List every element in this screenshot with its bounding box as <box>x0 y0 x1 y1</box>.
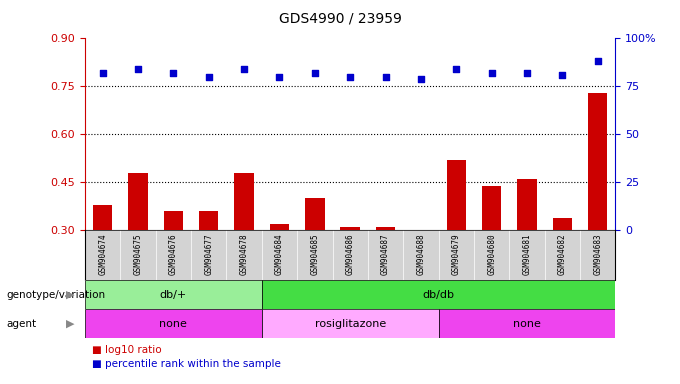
Bar <box>164 211 183 230</box>
Text: agent: agent <box>7 318 37 329</box>
Bar <box>262 280 615 309</box>
Bar <box>588 93 607 230</box>
Text: GDS4990 / 23959: GDS4990 / 23959 <box>279 12 401 25</box>
Bar <box>262 309 439 338</box>
Text: GSM904680: GSM904680 <box>487 233 496 275</box>
Point <box>168 70 179 76</box>
Text: GSM904682: GSM904682 <box>558 233 567 275</box>
Point <box>203 74 214 80</box>
Point <box>133 66 143 72</box>
Bar <box>93 205 112 230</box>
Text: GSM904676: GSM904676 <box>169 233 178 275</box>
Bar <box>482 185 501 230</box>
Bar <box>376 227 395 230</box>
Bar <box>85 309 262 338</box>
Text: GSM904677: GSM904677 <box>204 233 214 275</box>
Point <box>451 66 462 72</box>
Bar <box>341 227 360 230</box>
Bar <box>553 218 572 230</box>
Text: rosiglitazone: rosiglitazone <box>315 318 386 329</box>
Point <box>486 70 497 76</box>
Text: db/db: db/db <box>422 290 455 300</box>
Point <box>380 74 391 80</box>
Bar <box>270 224 289 230</box>
Text: GSM904674: GSM904674 <box>98 233 107 275</box>
Point <box>557 72 568 78</box>
Bar <box>517 179 537 230</box>
Text: ■ percentile rank within the sample: ■ percentile rank within the sample <box>92 359 281 369</box>
Text: ▶: ▶ <box>66 290 75 300</box>
Text: GSM904687: GSM904687 <box>381 233 390 275</box>
Text: GSM904678: GSM904678 <box>239 233 249 275</box>
Bar <box>199 211 218 230</box>
Text: genotype/variation: genotype/variation <box>7 290 106 300</box>
Text: GSM904683: GSM904683 <box>593 233 602 275</box>
Bar <box>85 280 262 309</box>
Point <box>309 70 320 76</box>
Bar <box>129 173 148 230</box>
Point <box>239 66 250 72</box>
Bar <box>439 309 615 338</box>
Bar <box>447 160 466 230</box>
Text: GSM904688: GSM904688 <box>416 233 426 275</box>
Text: GSM904685: GSM904685 <box>310 233 320 275</box>
Bar <box>235 173 254 230</box>
Point <box>97 70 108 76</box>
Point <box>274 74 285 80</box>
Point <box>415 76 426 82</box>
Text: ■ log10 ratio: ■ log10 ratio <box>92 345 161 355</box>
Text: GSM904675: GSM904675 <box>133 233 143 275</box>
Text: ▶: ▶ <box>66 318 75 329</box>
Text: GSM904681: GSM904681 <box>522 233 532 275</box>
Text: none: none <box>513 318 541 329</box>
Bar <box>305 199 324 230</box>
Text: none: none <box>160 318 187 329</box>
Text: GSM904686: GSM904686 <box>345 233 355 275</box>
Text: GSM904679: GSM904679 <box>452 233 461 275</box>
Point <box>522 70 532 76</box>
Text: db/+: db/+ <box>160 290 187 300</box>
Point <box>345 74 356 80</box>
Text: GSM904684: GSM904684 <box>275 233 284 275</box>
Point <box>592 58 603 65</box>
